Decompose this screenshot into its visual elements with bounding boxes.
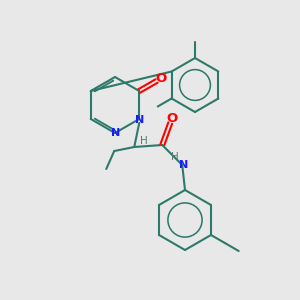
Text: O: O [155, 72, 167, 85]
Text: N: N [178, 160, 188, 170]
Text: N: N [135, 115, 144, 125]
Text: N: N [111, 128, 121, 138]
Text: H: H [171, 152, 179, 162]
Text: O: O [166, 112, 178, 125]
Text: H: H [140, 136, 148, 146]
